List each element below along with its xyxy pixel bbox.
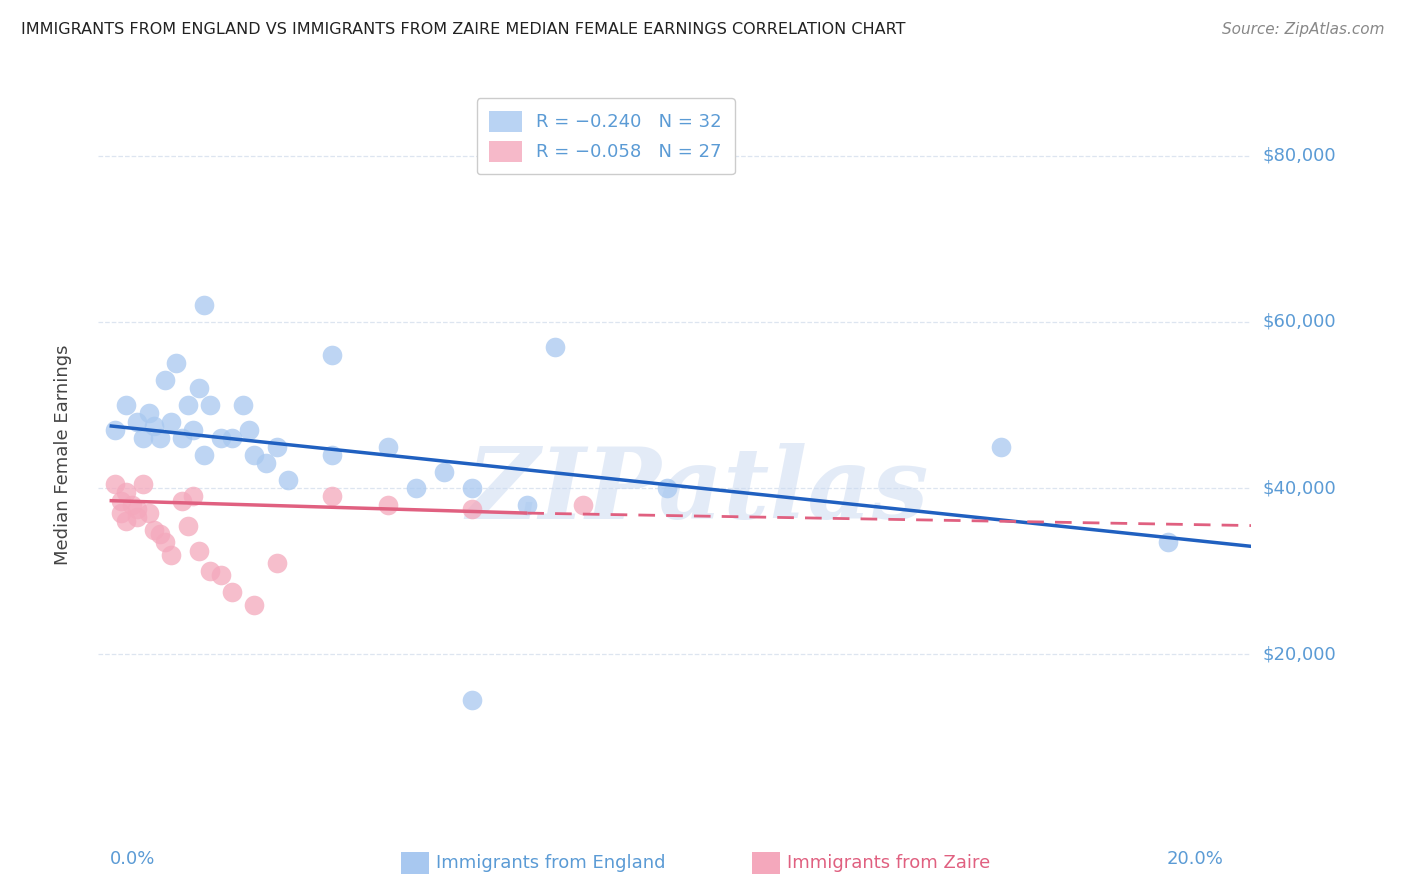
Point xyxy=(377,498,399,512)
Point xyxy=(460,693,482,707)
Point xyxy=(516,498,538,512)
Point xyxy=(149,431,172,445)
Point xyxy=(243,448,266,462)
Text: Immigrants from Zaire: Immigrants from Zaire xyxy=(787,854,991,871)
Point xyxy=(198,564,221,578)
Point xyxy=(159,548,181,562)
Text: ZIPatlas: ZIPatlas xyxy=(467,443,929,540)
Point xyxy=(238,423,260,437)
Point xyxy=(127,415,149,429)
Text: $80,000: $80,000 xyxy=(1263,146,1336,165)
Point xyxy=(132,431,155,445)
Point xyxy=(115,485,138,500)
Point xyxy=(232,398,254,412)
Point xyxy=(243,598,266,612)
Point xyxy=(266,556,288,570)
Point xyxy=(377,440,399,454)
Text: $60,000: $60,000 xyxy=(1263,313,1336,331)
Point xyxy=(198,398,221,412)
Point xyxy=(170,431,193,445)
Point xyxy=(209,431,232,445)
Text: Immigrants from England: Immigrants from England xyxy=(436,854,665,871)
Point xyxy=(209,568,232,582)
Point xyxy=(221,585,243,599)
Point xyxy=(193,448,215,462)
Point xyxy=(165,357,187,371)
Text: 0.0%: 0.0% xyxy=(110,850,155,868)
Point xyxy=(460,502,482,516)
Point xyxy=(121,498,143,512)
Point xyxy=(254,456,277,470)
Point xyxy=(155,535,177,549)
Point xyxy=(181,423,204,437)
Point xyxy=(460,481,482,495)
Point xyxy=(127,502,149,516)
Text: Source: ZipAtlas.com: Source: ZipAtlas.com xyxy=(1222,22,1385,37)
Point xyxy=(176,518,198,533)
Point xyxy=(110,506,132,520)
Point xyxy=(1157,535,1180,549)
Point xyxy=(159,415,181,429)
Point xyxy=(321,348,343,362)
Point xyxy=(193,298,215,312)
Text: $20,000: $20,000 xyxy=(1263,646,1336,664)
Point xyxy=(104,477,127,491)
Point xyxy=(115,398,138,412)
Point xyxy=(127,510,149,524)
Point xyxy=(138,506,160,520)
Point xyxy=(143,523,166,537)
Point xyxy=(405,481,427,495)
Point xyxy=(544,340,567,354)
Point xyxy=(266,440,288,454)
Text: $40,000: $40,000 xyxy=(1263,479,1336,497)
Point xyxy=(187,381,209,395)
Text: 20.0%: 20.0% xyxy=(1167,850,1223,868)
Point xyxy=(277,473,299,487)
Point xyxy=(104,423,127,437)
Point xyxy=(115,515,138,529)
Point xyxy=(170,493,193,508)
Point xyxy=(655,481,678,495)
Point xyxy=(176,398,198,412)
Point xyxy=(321,490,343,504)
Point xyxy=(149,527,172,541)
Point xyxy=(143,418,166,433)
Point xyxy=(110,493,132,508)
Point xyxy=(138,406,160,420)
Point xyxy=(187,543,209,558)
Y-axis label: Median Female Earnings: Median Female Earnings xyxy=(53,344,72,566)
Point xyxy=(572,498,595,512)
Point xyxy=(221,431,243,445)
Point xyxy=(181,490,204,504)
Text: IMMIGRANTS FROM ENGLAND VS IMMIGRANTS FROM ZAIRE MEDIAN FEMALE EARNINGS CORRELAT: IMMIGRANTS FROM ENGLAND VS IMMIGRANTS FR… xyxy=(21,22,905,37)
Point xyxy=(433,465,456,479)
Legend: R = −0.240   N = 32, R = −0.058   N = 27: R = −0.240 N = 32, R = −0.058 N = 27 xyxy=(477,98,734,174)
Point xyxy=(321,448,343,462)
Point xyxy=(990,440,1012,454)
Point xyxy=(155,373,177,387)
Point xyxy=(132,477,155,491)
